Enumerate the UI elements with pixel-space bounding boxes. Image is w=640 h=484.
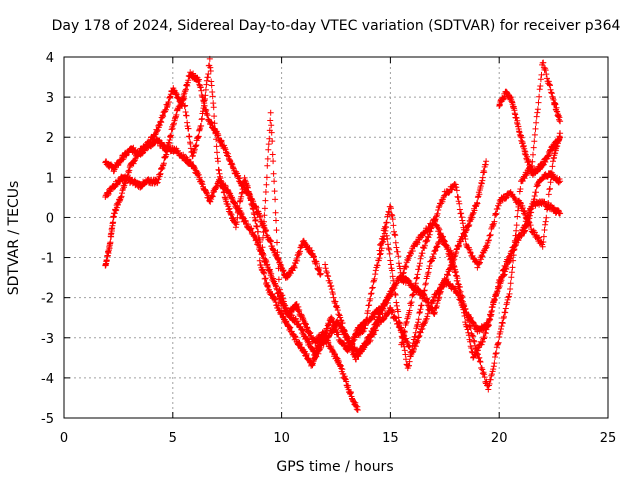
series-6 [350,170,564,372]
series-7 [398,130,564,348]
series-9 [496,88,564,178]
y-tick-label: -1 [41,252,54,267]
y-axis-label: SDTVAR / TECUs [6,181,22,296]
series-8 [376,59,564,393]
x-tick-label: 0 [60,431,68,446]
x-tick-label: 5 [169,431,177,446]
series-points [102,55,396,359]
x-tick-label: 15 [382,431,399,446]
y-tick-label: 4 [46,51,54,66]
series-points [102,136,361,413]
x-tick-label: 20 [491,431,508,446]
series-3 [102,55,396,359]
series-points [398,130,564,348]
x-tick-label: 25 [600,431,617,446]
y-tick-label: 3 [46,91,54,106]
chart-title: Day 178 of 2024, Sidereal Day-to-day VTE… [52,18,621,34]
data-points [102,55,564,413]
series-points [376,59,564,393]
plot-frame [63,56,609,419]
series-points [350,170,564,372]
y-tick-label: -4 [41,372,54,387]
series-points [496,88,564,178]
x-tick-label: 10 [273,431,290,446]
y-tick-label: 0 [46,211,54,226]
y-tick-label: 2 [46,131,54,146]
y-tick-label: 1 [46,171,54,186]
y-tick-label: -2 [41,292,54,307]
series-2 [102,136,361,413]
grid-lines [64,57,608,418]
y-tick-label: -5 [41,412,54,427]
axis-ticks: 0 5 10 15 20 25 -5 -4 -3 -2 -1 0 1 2 3 4 [41,51,616,446]
x-axis-label: GPS time / hours [276,459,393,475]
y-tick-label: -3 [41,332,54,347]
